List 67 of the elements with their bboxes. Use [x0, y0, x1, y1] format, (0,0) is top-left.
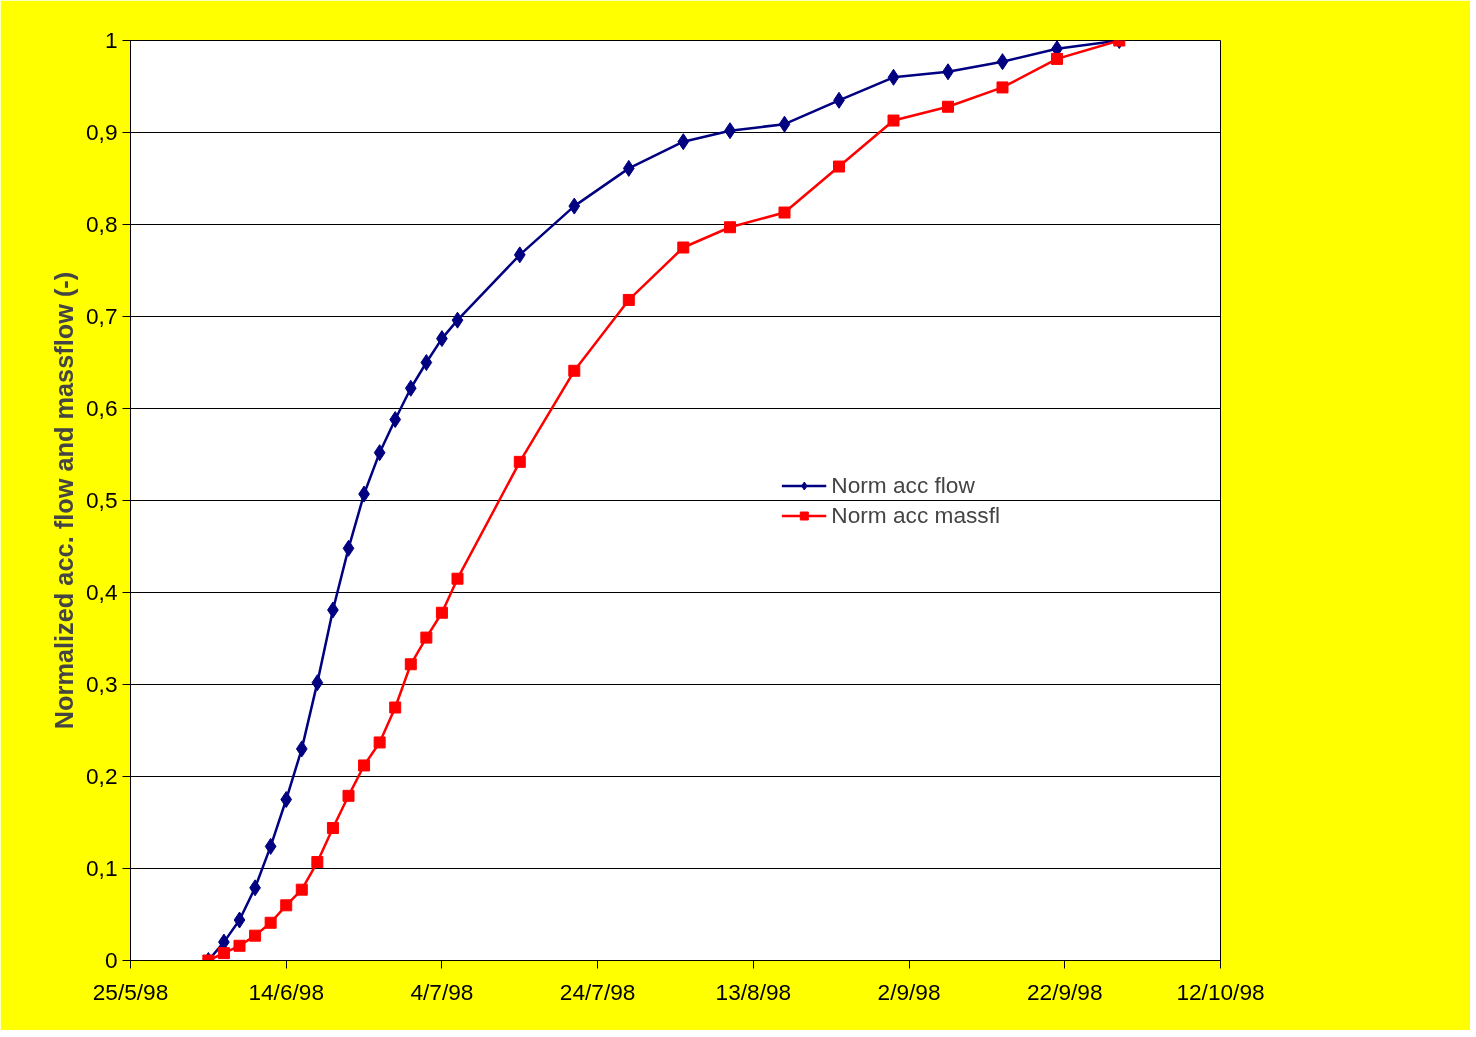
- point: [622, 159, 635, 177]
- point: [435, 606, 448, 619]
- point: [295, 740, 308, 758]
- point: [295, 883, 308, 896]
- x-tick-label: 2/9/98: [877, 978, 941, 1005]
- point: [513, 246, 526, 264]
- point: [358, 759, 371, 772]
- y-tick-label: 0,9: [86, 119, 118, 145]
- point: [342, 789, 355, 802]
- point: [280, 791, 293, 808]
- point: [778, 115, 791, 133]
- point: [568, 364, 581, 377]
- y-tick-label: 0,8: [86, 211, 118, 237]
- y-tick-label: 1: [104, 27, 118, 53]
- point: [280, 899, 293, 912]
- point: [451, 572, 464, 585]
- point: [622, 293, 635, 306]
- y-axis-title: Normalized acc. flow and massflow (-): [50, 271, 78, 730]
- point: [249, 929, 262, 942]
- x-tick-label: 22/9/98: [1026, 978, 1103, 1005]
- point: [404, 658, 417, 671]
- point: [326, 822, 339, 835]
- point: [833, 160, 845, 173]
- x-tick-label: 14/6/98: [248, 978, 325, 1005]
- legend-label: Norm acc massfl: [831, 501, 1000, 529]
- point: [373, 444, 386, 462]
- point: [451, 311, 464, 329]
- point: [1051, 52, 1063, 65]
- point: [568, 197, 581, 215]
- x-tick-label: 24/7/98: [559, 978, 636, 1005]
- y-tick-label: 0,4: [86, 579, 118, 605]
- point: [778, 206, 791, 219]
- point: [420, 354, 433, 371]
- point: [420, 631, 433, 644]
- point: [373, 736, 386, 749]
- point: [342, 539, 355, 557]
- point: [233, 911, 246, 929]
- point: [217, 947, 230, 960]
- point: [389, 701, 402, 714]
- point: [389, 411, 402, 429]
- y-tick-label: 0,7: [86, 303, 118, 329]
- point: [996, 81, 1009, 94]
- point: [264, 916, 277, 929]
- point: [311, 856, 324, 869]
- y-tick-label: 0,5: [86, 487, 118, 513]
- x-tick-label: 25/5/98: [92, 978, 169, 1005]
- point: [887, 68, 900, 86]
- legend-label: Norm acc flow: [831, 471, 975, 499]
- point: [677, 241, 690, 254]
- point: [404, 379, 417, 397]
- y-tick-label: 0,1: [86, 855, 118, 881]
- y-tick-label: 0,6: [86, 395, 118, 421]
- point: [996, 53, 1009, 71]
- y-tick-label: 0: [104, 947, 118, 973]
- point: [942, 100, 954, 113]
- x-tick-label: 4/7/98: [410, 978, 474, 1005]
- y-tick-label: 0,2: [86, 763, 118, 789]
- point: [724, 221, 736, 234]
- point: [264, 837, 277, 855]
- point: [677, 133, 690, 151]
- y-tick-label: 0,3: [86, 671, 118, 697]
- point: [887, 114, 900, 127]
- x-tick-label: 12/10/98: [1176, 978, 1265, 1005]
- point: [233, 939, 246, 952]
- point: [311, 674, 324, 692]
- x-tick-label: 13/8/98: [715, 978, 792, 1005]
- point: [513, 455, 526, 468]
